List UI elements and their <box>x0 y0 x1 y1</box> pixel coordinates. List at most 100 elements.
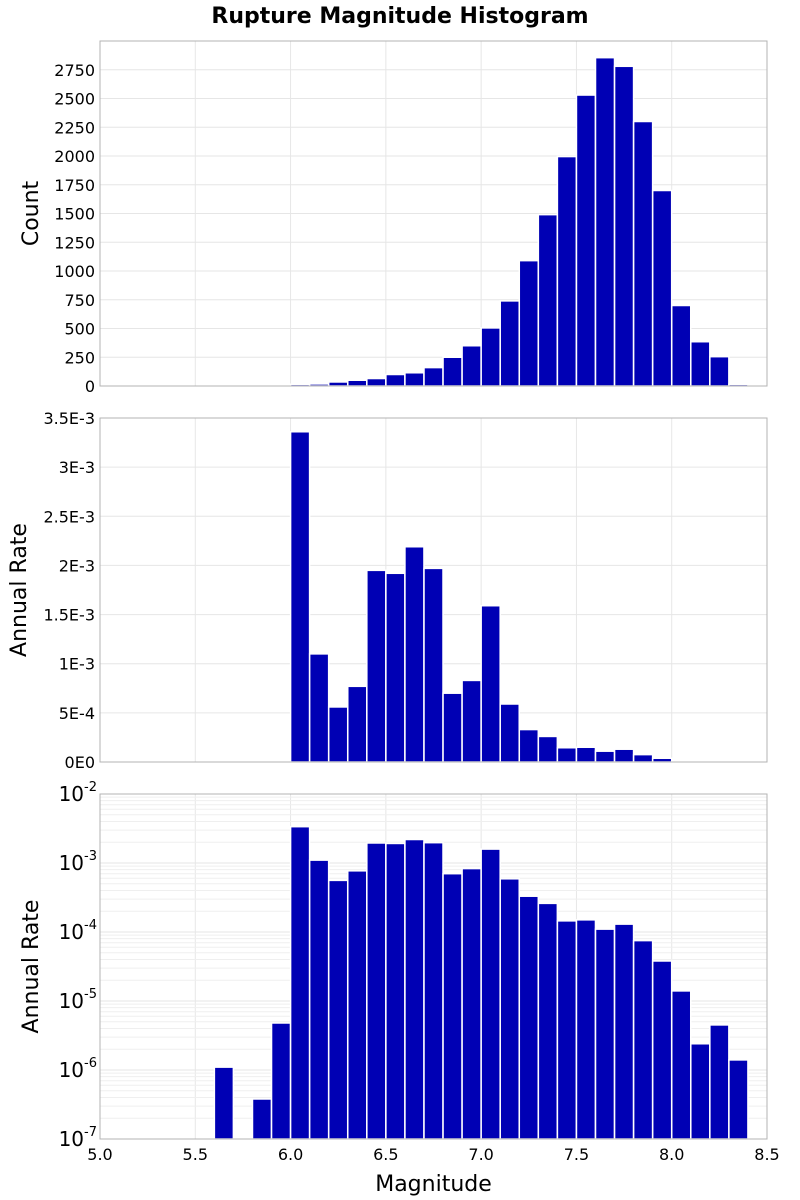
y-tick-base: 10 <box>59 1127 84 1151</box>
bar <box>347 870 368 1140</box>
plot-frame <box>99 417 768 763</box>
y-tick-label: 250 <box>64 348 95 367</box>
bars <box>213 431 749 763</box>
y-tick-base: 10 <box>59 989 84 1013</box>
x-tick-label: 6.5 <box>373 1145 398 1164</box>
bar <box>308 859 330 1140</box>
bar <box>327 381 349 387</box>
bar <box>442 356 463 387</box>
y-tick-label: 0E0 <box>65 753 95 772</box>
y-axis-label: Annual Rate <box>19 900 44 1034</box>
bar <box>461 867 482 1140</box>
y-tick-label: 500 <box>64 320 95 339</box>
bar <box>213 1066 235 1140</box>
y-axis-label: Count <box>19 180 44 246</box>
bar <box>594 928 616 1140</box>
bar <box>404 838 425 1140</box>
bar <box>670 304 692 387</box>
bar <box>404 372 425 387</box>
y-tick-label: 3.5E-3 <box>43 409 95 428</box>
bar <box>670 990 692 1140</box>
bars <box>213 56 749 387</box>
bar <box>613 923 635 1140</box>
bar <box>480 327 501 387</box>
y-tick-label: 1E-3 <box>59 655 95 674</box>
y-tick-base: 10 <box>59 920 84 944</box>
bar <box>423 567 444 763</box>
y-tick-label: 10-5 <box>59 987 97 1013</box>
bar <box>594 56 616 387</box>
y-tick-label: 1000 <box>54 262 95 281</box>
y-tick-exponent: -3 <box>84 849 97 864</box>
chart-title: Rupture Magnitude Histogram <box>211 4 588 29</box>
y-axis-label: Annual Rate <box>7 523 32 657</box>
bars <box>213 825 749 1140</box>
bar <box>594 750 616 763</box>
bar <box>366 377 387 387</box>
bar <box>575 94 597 387</box>
bar <box>366 842 387 1140</box>
bar <box>499 878 520 1140</box>
y-tick-label: 10-6 <box>59 1056 97 1082</box>
bar <box>423 366 444 387</box>
x-tick-label: 7.0 <box>468 1145 493 1164</box>
bar <box>728 1059 749 1140</box>
bar <box>575 746 597 763</box>
y-tick-exponent: -5 <box>84 987 97 1002</box>
y-tick-exponent: -4 <box>84 918 97 933</box>
bar <box>690 1043 711 1140</box>
bar <box>385 373 406 387</box>
bar <box>270 1022 292 1140</box>
bar <box>423 841 444 1140</box>
y-tick-label: 1500 <box>54 205 95 224</box>
bar <box>385 842 406 1140</box>
bar <box>651 757 673 763</box>
bar <box>308 653 330 763</box>
bar <box>613 748 635 763</box>
x-tick-label: 5.5 <box>183 1145 208 1164</box>
y-tick-label: 0 <box>85 377 95 396</box>
y-tick-label: 1750 <box>54 176 95 195</box>
y-tick-label: 10-4 <box>59 918 97 944</box>
bar <box>651 960 673 1140</box>
y-tick-label: 2750 <box>54 61 95 80</box>
bar <box>442 872 463 1140</box>
bar <box>461 679 482 763</box>
bar <box>289 431 311 763</box>
bar <box>366 569 387 763</box>
x-tick-label: 8.5 <box>754 1145 779 1164</box>
bar <box>613 65 635 387</box>
bar <box>651 189 673 387</box>
y-tick-label: 10-2 <box>59 780 97 806</box>
y-tick-label: 1.5E-3 <box>43 606 95 625</box>
y-tick-label: 10-7 <box>59 1125 97 1151</box>
y-tick-label: 3E-3 <box>59 458 95 477</box>
y-tick-label: 750 <box>64 291 95 310</box>
bar <box>537 902 559 1140</box>
bar <box>709 355 730 387</box>
y-tick-label: 2E-3 <box>59 556 95 575</box>
x-axis-label: Magnitude <box>375 1172 492 1197</box>
bar <box>480 604 501 763</box>
bar <box>537 735 559 763</box>
plot-frame <box>99 40 768 387</box>
x-tick-label: 8.0 <box>659 1145 684 1164</box>
bar <box>499 300 520 387</box>
y-tick-label: 2500 <box>54 90 95 109</box>
bar <box>556 155 578 387</box>
bar <box>709 1024 730 1140</box>
bar <box>289 825 311 1140</box>
bar <box>499 703 520 763</box>
y-tick-label: 1250 <box>54 233 95 252</box>
plot-frame <box>99 793 768 1140</box>
bar <box>518 259 540 387</box>
x-tick-label: 5.0 <box>87 1145 112 1164</box>
x-tick-label: 7.5 <box>564 1145 589 1164</box>
bar <box>327 706 349 763</box>
bar <box>461 345 482 387</box>
y-tick-base: 10 <box>59 1058 84 1082</box>
bar <box>632 939 654 1140</box>
y-tick-label: 2250 <box>54 118 95 137</box>
